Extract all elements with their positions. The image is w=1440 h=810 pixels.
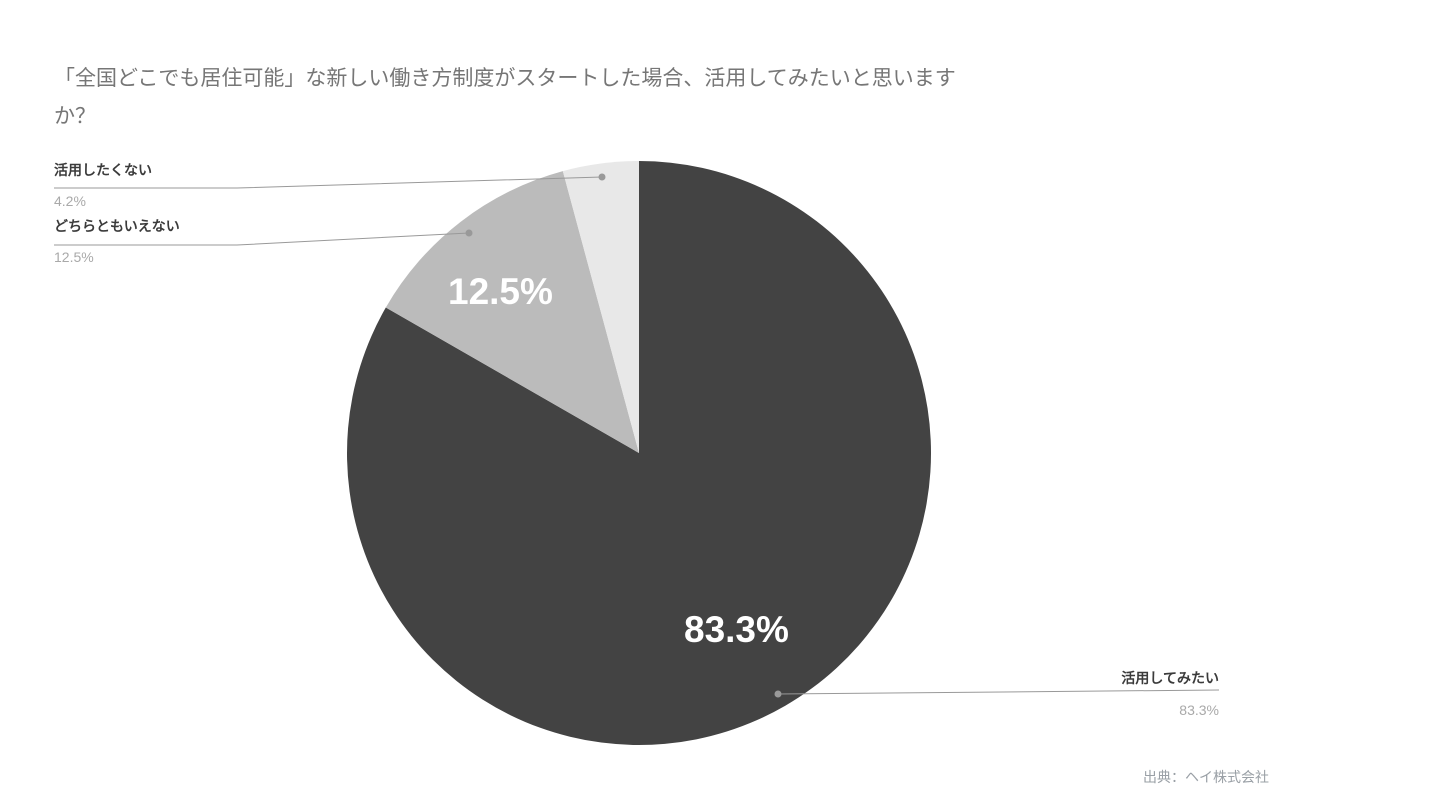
- svg-text:12.5%: 12.5%: [448, 271, 553, 312]
- svg-text:83.3%: 83.3%: [684, 609, 789, 650]
